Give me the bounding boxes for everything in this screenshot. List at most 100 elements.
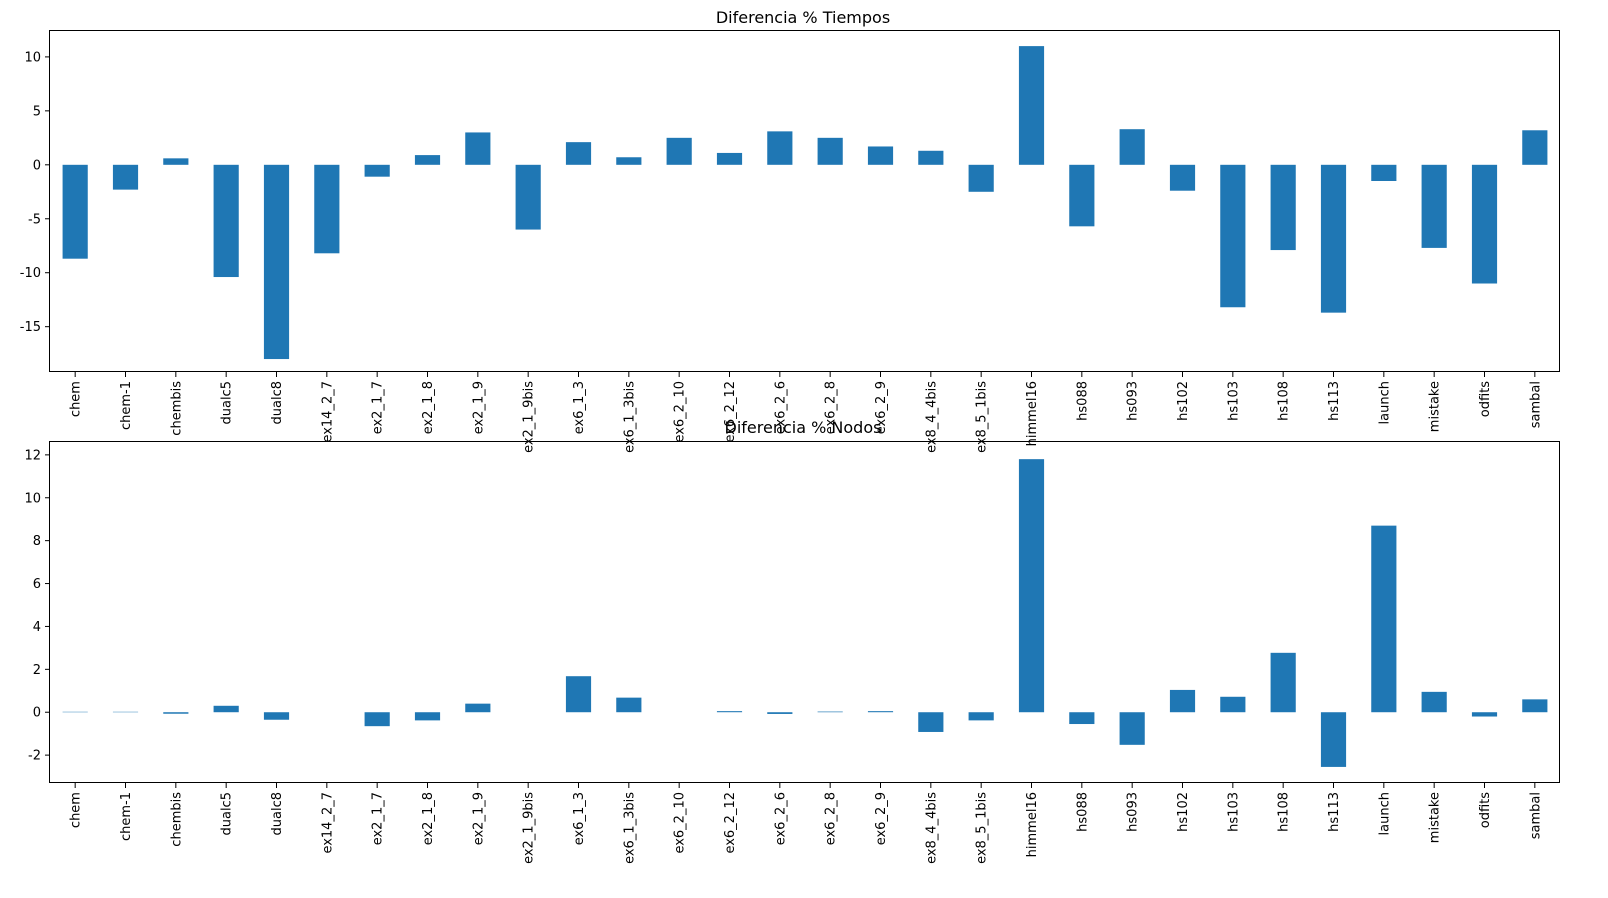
bar-nodos-dualc5	[213, 705, 239, 713]
x-tick-label-tiempos: ex6_2_6	[773, 381, 788, 434]
bar-tiempos-ex6_1_3bis	[616, 157, 642, 165]
x-tick-label-tiempos: hs113	[1327, 381, 1342, 421]
bar-nodos-ex6_1_3	[565, 676, 592, 713]
x-tick-label-nodos: himmel16	[1025, 792, 1040, 857]
bar-nodos-ex6_2_12	[716, 711, 743, 713]
bar-group-tiempos	[62, 46, 1548, 360]
x-tick-label-nodos: ex6_2_6	[773, 792, 788, 845]
x-tick-label-tiempos: dualc8	[270, 381, 285, 425]
x-tick-label-nodos: hs102	[1176, 792, 1191, 832]
bar-tiempos-hs108	[1270, 164, 1296, 251]
x-tick-label-tiempos: ex14_2_7	[320, 381, 335, 443]
bar-tiempos-ex6_2_8	[817, 137, 843, 165]
bar-tiempos-ex2_1_7	[364, 164, 390, 177]
bar-nodos-ex8_4_4bis	[918, 712, 944, 732]
y-tick-label-tiempos: 0	[33, 158, 41, 173]
x-tick-label-tiempos: hs103	[1226, 381, 1241, 421]
y-tick-label-nodos: 12	[24, 448, 41, 463]
x-tick-label-nodos: dualc8	[270, 792, 285, 836]
y-tick-label-nodos: 0	[33, 706, 41, 721]
bar-nodos-ex8_5_1bis	[968, 712, 994, 721]
y-axis-nodos: -2 0 2 4 6 8 10 12	[24, 448, 50, 764]
bar-tiempos-ex2_1_8	[414, 155, 441, 165]
x-tick-label-tiempos: ex6_2_12	[723, 381, 738, 443]
x-tick-label-nodos: ex6_2_12	[723, 792, 738, 854]
x-tick-label-nodos: ex2_1_9bis	[522, 792, 537, 864]
bar-tiempos-ex2_1_9	[465, 132, 491, 165]
x-axis-tiempos: chem chem-1 chembis dualc5 dualc8 ex14_2_7 ex2…	[69, 372, 1543, 453]
x-tick-label-tiempos: ex6_2_9	[874, 381, 889, 434]
x-tick-label-tiempos: ex2_1_7	[371, 381, 386, 434]
x-tick-label-tiempos: ex6_1_3	[572, 381, 587, 434]
bar-nodos-hs113	[1320, 712, 1347, 767]
x-tick-label-tiempos: launch	[1377, 381, 1392, 424]
y-tick-label-tiempos: -10	[20, 266, 41, 281]
x-tick-label-tiempos: hs108	[1277, 381, 1292, 421]
x-tick-label-nodos: ex8_4_4bis	[924, 792, 939, 864]
x-tick-label-tiempos: hs093	[1126, 381, 1141, 421]
bar-tiempos-dualc5	[213, 164, 239, 278]
y-tick-label-tiempos: 5	[33, 104, 41, 119]
x-tick-label-tiempos: ex2_1_8	[421, 381, 436, 434]
x-tick-label-nodos: hs108	[1277, 792, 1292, 832]
x-tick-label-tiempos: ex8_4_4bis	[924, 381, 939, 453]
x-tick-label-nodos: ex2_1_9	[471, 792, 486, 845]
x-tick-label-tiempos: chem	[69, 381, 84, 417]
x-tick-label-nodos: ex6_2_9	[874, 792, 889, 845]
bar-tiempos-ex8_5_1bis	[968, 164, 994, 192]
bar-tiempos-hs103	[1220, 164, 1246, 308]
x-tick-label-tiempos: sambal	[1528, 381, 1543, 428]
x-tick-label-nodos: launch	[1377, 792, 1392, 835]
x-tick-label-nodos: hs113	[1327, 792, 1342, 832]
x-tick-label-tiempos: hs102	[1176, 381, 1191, 421]
bar-tiempos-ex6_2_6	[767, 131, 793, 165]
bar-nodos-hs103	[1220, 696, 1246, 713]
x-tick-label-nodos: hs088	[1075, 792, 1090, 832]
bar-tiempos-hs102	[1169, 164, 1196, 191]
bar-nodos-ex2_1_7	[364, 712, 390, 727]
y-axis-tiempos: -15 -10 -5 0 5 10	[20, 50, 50, 335]
y-tick-label-nodos: 6	[33, 577, 41, 592]
y-tick-label-nodos: 2	[33, 663, 41, 678]
x-tick-label-tiempos: chem-1	[119, 381, 134, 430]
bar-tiempos-hs093	[1119, 129, 1145, 165]
bar-tiempos-launch	[1371, 164, 1397, 181]
bar-nodos-ex6_2_8	[817, 711, 843, 713]
bar-nodos-ex6_1_3bis	[616, 697, 642, 713]
x-tick-label-tiempos: odfits	[1478, 381, 1493, 417]
x-tick-label-nodos: ex2_1_8	[421, 792, 436, 845]
bar-tiempos-sambal	[1522, 130, 1548, 165]
x-tick-label-tiempos: himmel16	[1025, 381, 1040, 446]
bar-nodos-odfits	[1471, 712, 1498, 717]
x-tick-label-nodos: chem-1	[119, 792, 134, 841]
x-tick-label-nodos: ex6_2_10	[673, 792, 688, 854]
bar-nodos-hs093	[1119, 712, 1145, 745]
bar-nodos-dualc8	[263, 712, 290, 720]
x-tick-label-nodos: hs093	[1126, 792, 1141, 832]
x-tick-label-nodos: chem	[69, 792, 84, 828]
y-tick-label-nodos: 4	[33, 620, 41, 635]
bar-tiempos-ex6_2_9	[867, 146, 894, 165]
x-tick-label-tiempos: hs088	[1075, 381, 1090, 421]
chart-title-tiempos: Diferencia % Tiempos	[716, 8, 890, 27]
bar-nodos-hs088	[1069, 712, 1095, 725]
bar-nodos-ex6_2_9	[867, 711, 894, 713]
x-tick-label-nodos: ex6_1_3bis	[622, 792, 637, 864]
x-tick-label-nodos: ex8_5_1bis	[975, 792, 990, 864]
y-tick-label-nodos: 8	[33, 534, 41, 549]
bar-tiempos-ex6_2_10	[666, 137, 692, 165]
bar-tiempos-chem	[62, 164, 88, 259]
bar-tiempos-hs113	[1320, 164, 1347, 313]
bar-tiempos-ex6_2_12	[716, 152, 743, 165]
bar-nodos-mistake	[1421, 691, 1447, 713]
bar-tiempos-mistake	[1421, 164, 1447, 248]
chart-panel-nodos: -2 0 2 4 6 8 10 12 chem chem-1 chembis dualc5 dualc…	[24, 418, 1560, 864]
bar-nodos-himmel16	[1018, 459, 1045, 713]
bar-tiempos-ex14_2_7	[314, 164, 340, 254]
x-tick-label-nodos: ex14_2_7	[320, 792, 335, 854]
x-tick-label-tiempos: chembis	[169, 381, 184, 436]
y-tick-label-tiempos: -5	[28, 212, 41, 227]
bar-tiempos-chembis	[163, 158, 189, 165]
